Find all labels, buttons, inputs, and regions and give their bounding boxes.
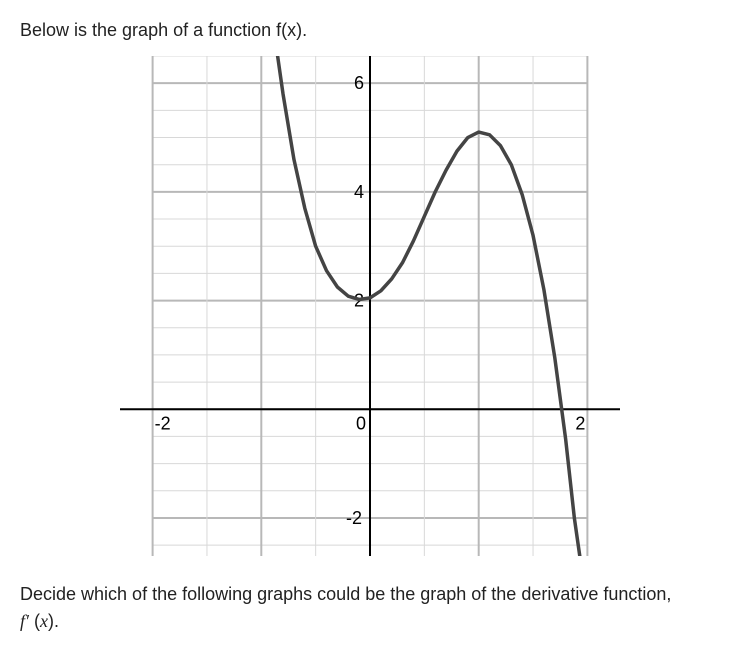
prompt-close: ). [48, 611, 59, 631]
svg-text:-2: -2 [155, 413, 171, 433]
svg-text:4: 4 [354, 182, 364, 202]
intro-text: Below is the graph of a function f(x). [20, 20, 720, 41]
svg-text:0: 0 [356, 413, 366, 433]
svg-text:6: 6 [354, 73, 364, 93]
function-chart: -202-2462 [120, 56, 620, 556]
prompt-x: x [40, 611, 48, 631]
svg-text:-2: -2 [346, 508, 362, 528]
prompt-text: Decide which of the following graphs cou… [20, 581, 720, 635]
prompt-open: ( [29, 611, 40, 631]
prompt-line1: Decide which of the following graphs cou… [20, 584, 671, 604]
svg-text:2: 2 [575, 413, 585, 433]
